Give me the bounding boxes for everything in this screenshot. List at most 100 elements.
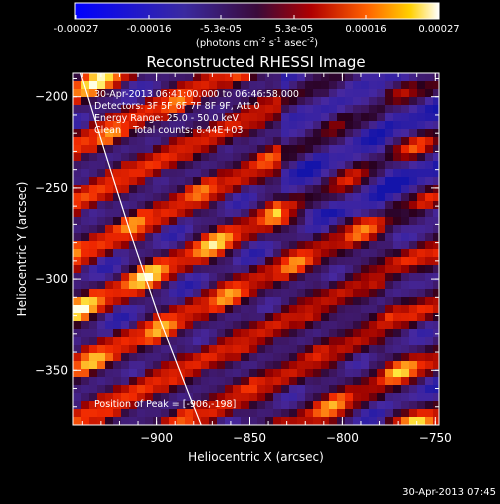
heatmap-cell xyxy=(313,345,321,353)
heatmap-cell xyxy=(105,249,113,257)
heatmap-cell xyxy=(409,361,417,369)
heatmap-cell xyxy=(129,361,137,369)
heatmap-cell xyxy=(249,225,257,233)
heatmap-cell xyxy=(89,113,97,121)
heatmap-cell xyxy=(257,353,265,361)
heatmap-cell xyxy=(329,297,337,305)
heatmap-cell xyxy=(185,225,193,233)
heatmap-cell xyxy=(289,369,297,377)
heatmap-cell xyxy=(161,129,169,137)
annotation-detectors: Detectors: 3F 5F 6F 7F 8F 9F, Att 0 xyxy=(94,101,260,112)
heatmap-cell xyxy=(249,129,257,137)
heatmap-cell xyxy=(209,201,217,209)
heatmap-cell xyxy=(185,97,193,105)
heatmap-cell xyxy=(265,257,273,265)
heatmap-cell xyxy=(201,329,209,337)
heatmap-cell xyxy=(345,337,353,345)
heatmap-cell xyxy=(145,297,153,305)
heatmap-cell xyxy=(161,401,169,409)
heatmap-cell xyxy=(345,249,353,257)
heatmap-cell xyxy=(177,289,185,297)
heatmap-cell xyxy=(369,121,377,129)
solar-limb-curve xyxy=(79,73,202,425)
heatmap-cell xyxy=(297,377,305,385)
heatmap-cell xyxy=(185,129,193,137)
heatmap-cell xyxy=(265,265,273,273)
heatmap-cell xyxy=(209,161,217,169)
heatmap-cell xyxy=(169,289,177,297)
heatmap-cell xyxy=(337,321,345,329)
heatmap-cell xyxy=(353,249,361,257)
heatmap-cell xyxy=(369,409,377,417)
heatmap-cell xyxy=(89,265,97,273)
heatmap-cell xyxy=(329,193,337,201)
heatmap-cell xyxy=(273,73,281,81)
heatmap-cell xyxy=(73,169,81,177)
heatmap-cell xyxy=(337,257,345,265)
heatmap-cell xyxy=(369,81,377,89)
heatmap-cell xyxy=(281,337,289,345)
heatmap-cell xyxy=(361,201,369,209)
heatmap-cell xyxy=(345,345,353,353)
heatmap-cell xyxy=(225,169,233,177)
heatmap-cell xyxy=(345,177,353,185)
heatmap-cell xyxy=(185,193,193,201)
heatmap-cell xyxy=(225,409,233,417)
heatmap-cell xyxy=(257,273,265,281)
heatmap-cell xyxy=(233,409,241,417)
heatmap-cell xyxy=(233,401,241,409)
heatmap-cell xyxy=(177,305,185,313)
heatmap-cell xyxy=(177,273,185,281)
heatmap-cell xyxy=(161,409,169,417)
heatmap-cell xyxy=(89,169,97,177)
heatmap-cell xyxy=(353,193,361,201)
heatmap-cell xyxy=(105,137,113,145)
heatmap-cell xyxy=(353,169,361,177)
heatmap-cell xyxy=(273,337,281,345)
heatmap-cell xyxy=(433,201,439,209)
heatmap-cell xyxy=(361,265,369,273)
heatmap-cell xyxy=(193,369,201,377)
heatmap-cell xyxy=(81,161,89,169)
heatmap-cell xyxy=(377,233,385,241)
heatmap-cell xyxy=(313,377,321,385)
heatmap-cell xyxy=(257,401,265,409)
heatmap-cell xyxy=(281,369,289,377)
heatmap-cell xyxy=(289,121,297,129)
heatmap-cell xyxy=(321,209,329,217)
heatmap-cell xyxy=(401,257,409,265)
heatmap-cell xyxy=(145,217,153,225)
heatmap-cell xyxy=(257,81,265,89)
heatmap-cell xyxy=(305,401,313,409)
heatmap-cell xyxy=(409,409,417,417)
heatmap-cell xyxy=(97,241,105,249)
heatmap-cell xyxy=(153,345,161,353)
heatmap-cell xyxy=(225,417,233,425)
heatmap-cell xyxy=(73,337,81,345)
heatmap-cell xyxy=(233,393,241,401)
heatmap-cell xyxy=(425,345,433,353)
heatmap-cell xyxy=(153,289,161,297)
heatmap-cell xyxy=(369,273,377,281)
heatmap-cell xyxy=(217,201,225,209)
heatmap-cell xyxy=(225,321,233,329)
heatmap-cell xyxy=(265,361,273,369)
heatmap-cell xyxy=(121,81,129,89)
heatmap-cell xyxy=(273,289,281,297)
heatmap-cell xyxy=(177,129,185,137)
heatmap-cell xyxy=(153,329,161,337)
heatmap-cell xyxy=(257,153,265,161)
heatmap-cell xyxy=(161,153,169,161)
heatmap-cell xyxy=(105,169,113,177)
heatmap-cell xyxy=(153,209,161,217)
heatmap-cell xyxy=(265,137,273,145)
heatmap-cell xyxy=(321,89,329,97)
heatmap-cell xyxy=(321,385,329,393)
heatmap-cell xyxy=(249,97,257,105)
heatmap-cell xyxy=(145,345,153,353)
heatmap-cell xyxy=(193,313,201,321)
heatmap-cell xyxy=(329,137,337,145)
heatmap-cell xyxy=(241,289,249,297)
heatmap-cell xyxy=(249,337,257,345)
